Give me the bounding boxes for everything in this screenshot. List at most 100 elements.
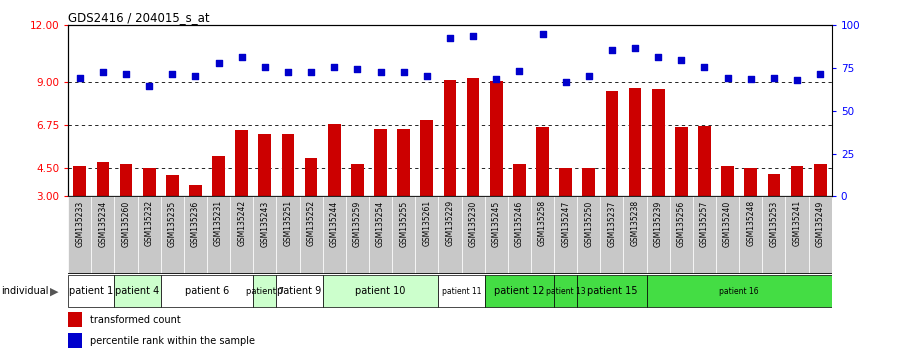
Point: [119, 72, 134, 77]
Point: [489, 76, 504, 82]
Point: [720, 75, 734, 81]
Point: [558, 79, 573, 85]
Text: patient 10: patient 10: [355, 286, 405, 296]
FancyBboxPatch shape: [254, 275, 276, 307]
FancyBboxPatch shape: [137, 196, 161, 274]
Bar: [282, 133, 295, 196]
Bar: [351, 164, 364, 196]
FancyBboxPatch shape: [115, 275, 161, 307]
FancyBboxPatch shape: [624, 196, 646, 274]
Text: patient 1: patient 1: [69, 286, 114, 296]
Text: GSM135261: GSM135261: [423, 200, 431, 246]
Text: GSM135232: GSM135232: [145, 200, 154, 246]
FancyBboxPatch shape: [276, 196, 300, 274]
Text: GSM135240: GSM135240: [724, 200, 732, 247]
FancyBboxPatch shape: [670, 196, 693, 274]
Text: GSM135252: GSM135252: [306, 200, 315, 246]
Point: [582, 73, 596, 79]
Point: [304, 70, 318, 75]
Point: [790, 77, 804, 83]
Point: [604, 47, 619, 52]
Bar: [629, 88, 642, 196]
Point: [697, 64, 712, 70]
FancyBboxPatch shape: [462, 196, 484, 274]
Text: patient 7: patient 7: [245, 287, 284, 296]
Text: GSM135231: GSM135231: [215, 200, 223, 246]
Bar: [444, 80, 456, 196]
FancyBboxPatch shape: [577, 196, 600, 274]
Point: [744, 76, 758, 82]
Point: [95, 70, 110, 75]
Bar: [375, 129, 387, 196]
Text: patient 16: patient 16: [719, 287, 759, 296]
Bar: [328, 124, 341, 196]
Bar: [74, 166, 86, 196]
Text: GSM135237: GSM135237: [607, 200, 616, 247]
Bar: [744, 168, 757, 196]
Text: GSM135251: GSM135251: [284, 200, 293, 246]
Text: transformed count: transformed count: [90, 315, 180, 325]
Text: GSM135254: GSM135254: [376, 200, 385, 247]
Bar: [305, 158, 317, 196]
FancyBboxPatch shape: [207, 196, 230, 274]
FancyBboxPatch shape: [161, 196, 184, 274]
FancyBboxPatch shape: [369, 196, 392, 274]
FancyBboxPatch shape: [716, 196, 739, 274]
Text: GSM135242: GSM135242: [237, 200, 246, 246]
Text: patient 15: patient 15: [586, 286, 637, 296]
Text: GSM135230: GSM135230: [469, 200, 477, 247]
Bar: [652, 89, 664, 196]
Point: [535, 32, 550, 37]
Point: [327, 64, 342, 70]
Bar: [166, 176, 179, 196]
Point: [257, 64, 272, 70]
Text: patient 6: patient 6: [185, 286, 229, 296]
FancyBboxPatch shape: [508, 196, 531, 274]
FancyBboxPatch shape: [554, 275, 577, 307]
Bar: [791, 166, 804, 196]
Text: GSM135233: GSM135233: [75, 200, 85, 247]
Bar: [536, 127, 549, 196]
Text: GSM135243: GSM135243: [260, 200, 269, 247]
Text: GSM135236: GSM135236: [191, 200, 200, 247]
Point: [235, 55, 249, 60]
Point: [766, 75, 781, 81]
Point: [512, 68, 526, 73]
FancyBboxPatch shape: [554, 196, 577, 274]
FancyBboxPatch shape: [484, 275, 554, 307]
Point: [813, 72, 827, 77]
Bar: [466, 78, 479, 196]
Point: [73, 75, 87, 81]
FancyBboxPatch shape: [184, 196, 207, 274]
FancyBboxPatch shape: [438, 196, 462, 274]
FancyBboxPatch shape: [161, 275, 254, 307]
Text: GSM135259: GSM135259: [353, 200, 362, 247]
FancyBboxPatch shape: [484, 196, 508, 274]
FancyBboxPatch shape: [739, 196, 763, 274]
Bar: [235, 130, 248, 196]
FancyBboxPatch shape: [785, 196, 809, 274]
Text: patient 11: patient 11: [442, 287, 481, 296]
Text: GSM135247: GSM135247: [561, 200, 570, 247]
Text: GSM135245: GSM135245: [492, 200, 501, 247]
Text: GSM135246: GSM135246: [514, 200, 524, 247]
Bar: [189, 185, 202, 196]
Text: GSM135257: GSM135257: [700, 200, 709, 247]
Point: [396, 70, 411, 75]
FancyBboxPatch shape: [763, 196, 785, 274]
Text: GSM135253: GSM135253: [769, 200, 778, 247]
FancyBboxPatch shape: [415, 196, 438, 274]
Text: GSM135241: GSM135241: [793, 200, 802, 246]
Bar: [68, 333, 82, 348]
Text: individual: individual: [1, 286, 48, 296]
FancyBboxPatch shape: [91, 196, 115, 274]
FancyBboxPatch shape: [254, 196, 276, 274]
Point: [211, 60, 225, 66]
Text: patient 13: patient 13: [545, 287, 585, 296]
Text: GSM135256: GSM135256: [677, 200, 685, 247]
Point: [165, 72, 180, 77]
Text: GSM135249: GSM135249: [815, 200, 824, 247]
Text: GSM135235: GSM135235: [168, 200, 176, 247]
FancyBboxPatch shape: [646, 275, 832, 307]
Text: GSM135260: GSM135260: [122, 200, 131, 247]
